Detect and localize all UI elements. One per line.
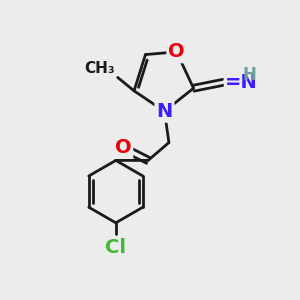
Text: H: H	[243, 66, 256, 84]
Text: CH₃: CH₃	[85, 61, 115, 76]
Text: O: O	[168, 42, 185, 62]
Text: N: N	[156, 102, 172, 121]
Text: Cl: Cl	[105, 238, 126, 257]
Text: O: O	[115, 138, 132, 158]
Text: =N: =N	[225, 73, 257, 92]
